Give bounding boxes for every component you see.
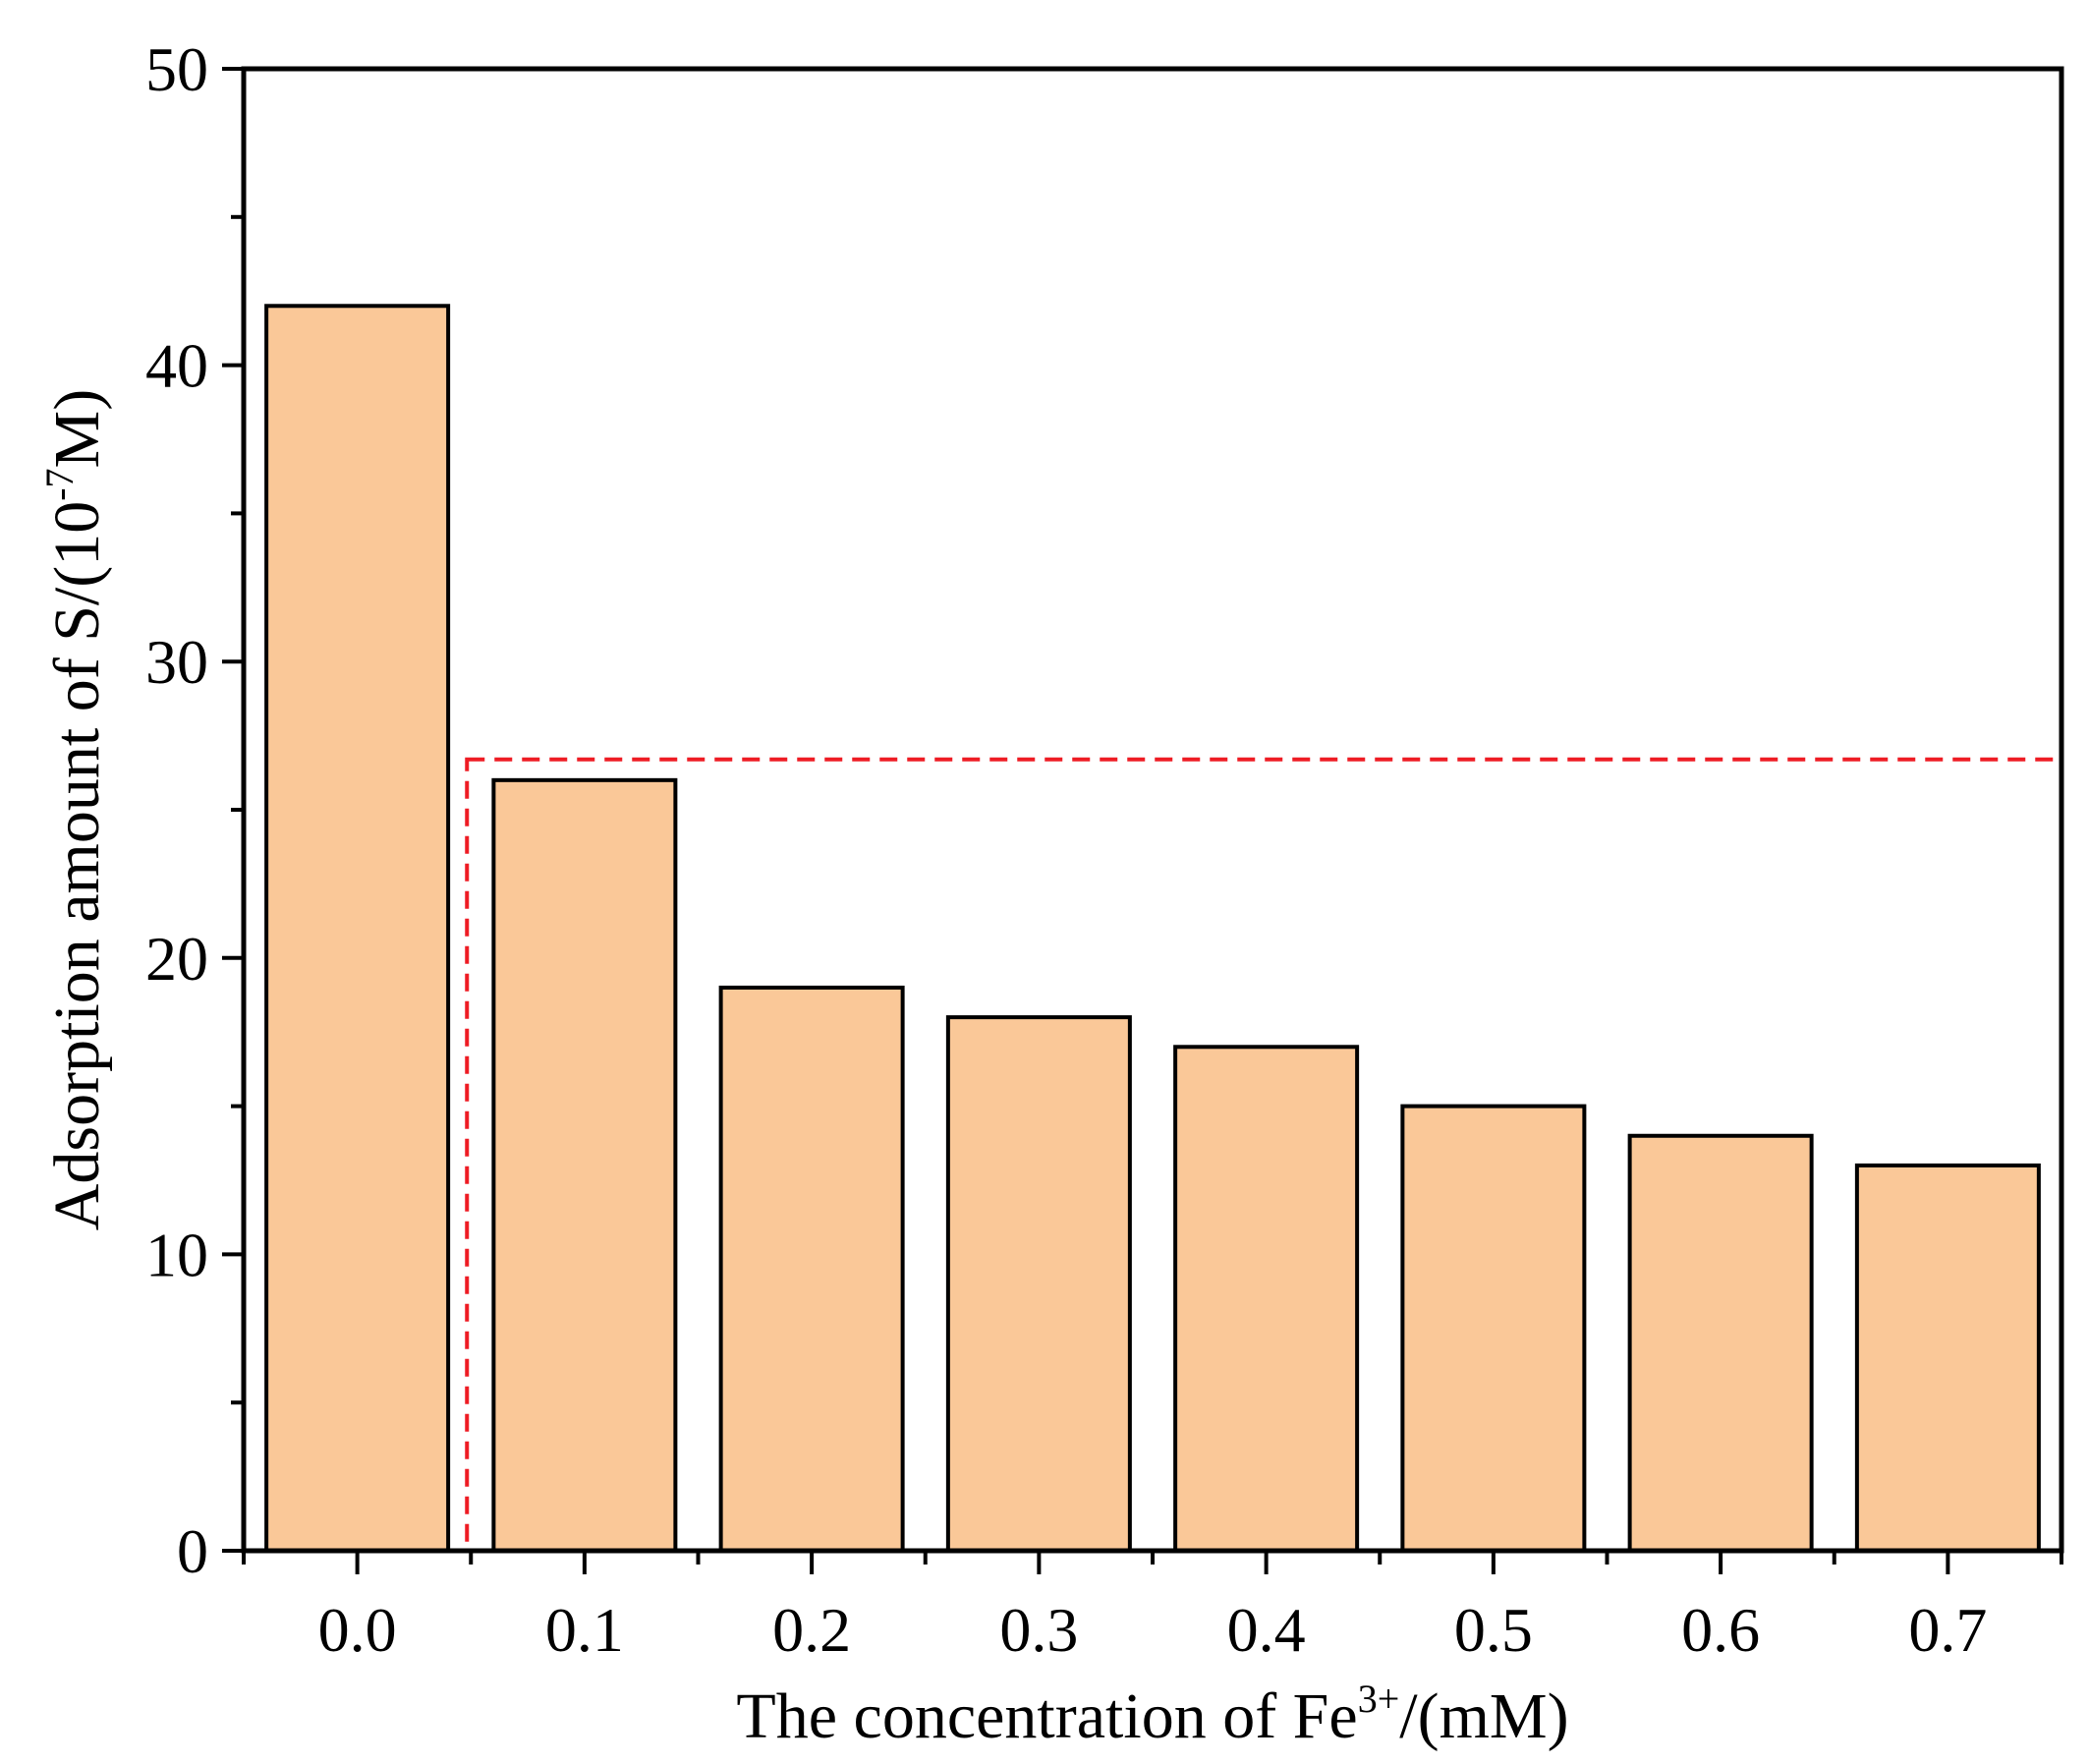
- y-tick-label-0: 0: [177, 1516, 208, 1586]
- bar-0.5: [1400, 1104, 1587, 1553]
- y-tick-label-50: 50: [145, 34, 208, 104]
- y-axis-label: Adsorption amount of S/(10-7M): [37, 389, 113, 1230]
- x-tick-label-0.7: 0.7: [1908, 1595, 1987, 1665]
- y-axis-label-suffix: M): [41, 389, 113, 469]
- y-tick-label-30: 30: [145, 627, 208, 697]
- bars-group: [264, 304, 2041, 1554]
- bar-0.4: [1173, 1045, 1360, 1553]
- x-tick-label-0.3: 0.3: [999, 1595, 1078, 1665]
- y-axis-ticks: 0 10 20 30 40 50: [145, 34, 244, 1586]
- x-tick-label-0.6: 0.6: [1681, 1595, 1760, 1665]
- bar-0.1: [491, 777, 678, 1553]
- bar-0.6: [1627, 1133, 1814, 1553]
- x-tick-label-0.0: 0.0: [318, 1595, 397, 1665]
- x-axis-label-suffix: /(mM): [1399, 1680, 1568, 1752]
- x-axis-label: The concentration of Fe3+/(mM): [736, 1677, 1568, 1752]
- x-axis-label-main: The concentration of Fe: [736, 1680, 1357, 1752]
- x-tick-label-0.4: 0.4: [1227, 1595, 1306, 1665]
- y-axis-label-main: Adsorption amount of S/(10: [41, 501, 113, 1230]
- y-axis-label-superscript: -7: [37, 468, 82, 500]
- bar-0.3: [945, 1015, 1132, 1553]
- bar-0.0: [264, 304, 451, 1553]
- bar-0.7: [1854, 1163, 2041, 1554]
- x-tick-label-0.5: 0.5: [1454, 1595, 1533, 1665]
- y-tick-label-20: 20: [145, 924, 208, 994]
- x-axis-label-superscript: 3+: [1358, 1677, 1400, 1721]
- x-tick-label-0.1: 0.1: [545, 1595, 624, 1665]
- bar-0.2: [718, 985, 905, 1553]
- x-axis-ticks: 0.0 0.1 0.2 0.3 0.4 0.5 0.6 0.7: [242, 1551, 2063, 1665]
- x-tick-label-0.2: 0.2: [772, 1595, 851, 1665]
- y-tick-label-10: 10: [145, 1220, 208, 1289]
- y-tick-label-40: 40: [145, 331, 208, 401]
